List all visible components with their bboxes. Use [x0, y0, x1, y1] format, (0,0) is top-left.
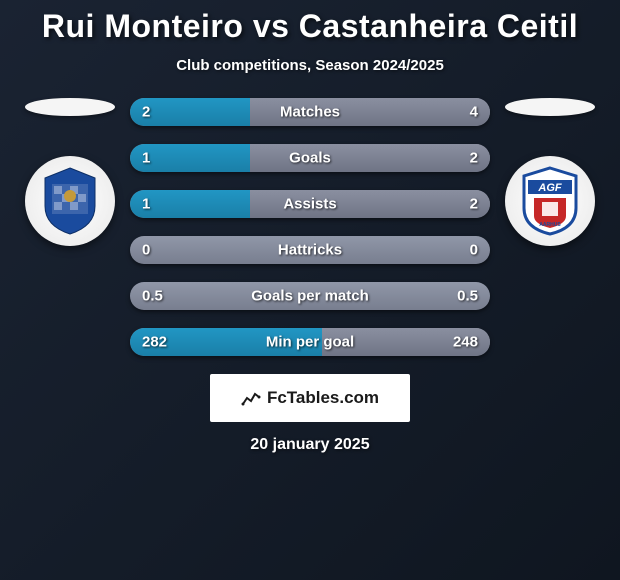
left-team-badge: [25, 156, 115, 246]
agf-crest-icon: AGF AARHUS: [520, 166, 580, 236]
stat-label: Goals per match: [251, 288, 369, 305]
fctables-logo-text: FcTables.com: [267, 388, 379, 408]
svg-text:AARHUS: AARHUS: [539, 222, 561, 228]
fctables-logo: FcTables.com: [210, 374, 410, 422]
comparison-date: 20 january 2025: [250, 436, 369, 454]
stat-value-right: 4: [470, 104, 478, 121]
stat-label: Min per goal: [266, 334, 354, 351]
stat-fill-right: [250, 144, 490, 172]
subtitle: Club competitions, Season 2024/2025: [176, 57, 444, 74]
stat-bar: 1 Assists 2: [130, 190, 490, 218]
stat-value-left: 1: [142, 150, 150, 167]
fctables-chart-icon: [241, 388, 261, 408]
stat-label: Assists: [283, 196, 336, 213]
right-team-column: AGF AARHUS: [500, 98, 600, 246]
stat-bar: 0 Hattricks 0: [130, 236, 490, 264]
stat-value-right: 0.5: [457, 288, 478, 305]
stat-value-right: 248: [453, 334, 478, 351]
stat-label: Hattricks: [278, 242, 342, 259]
stat-value-left: 282: [142, 334, 167, 351]
page-title: Rui Monteiro vs Castanheira Ceitil: [42, 8, 578, 45]
left-team-column: [20, 98, 120, 246]
stat-bar: 282 Min per goal 248: [130, 328, 490, 356]
svg-text:AGF: AGF: [537, 182, 562, 194]
stat-value-left: 1: [142, 196, 150, 213]
stat-bar: 0.5 Goals per match 0.5: [130, 282, 490, 310]
stat-value-left: 0.5: [142, 288, 163, 305]
stat-value-left: 0: [142, 242, 150, 259]
stat-label: Matches: [280, 104, 340, 121]
stat-bar: 1 Goals 2: [130, 144, 490, 172]
comparison-area: 2 Matches 4 1 Goals 2 1 Assists 2 0 Hattricks 0 0.5 G…: [0, 98, 620, 356]
right-team-badge: AGF AARHUS: [505, 156, 595, 246]
stat-value-right: 2: [470, 196, 478, 213]
stat-value-right: 2: [470, 150, 478, 167]
stat-label: Goals: [289, 150, 331, 167]
stats-column: 2 Matches 4 1 Goals 2 1 Assists 2 0 Hattricks 0 0.5 G…: [130, 98, 490, 356]
porto-crest-icon: [40, 166, 100, 236]
left-nameplate: [25, 98, 115, 116]
stat-bar: 2 Matches 4: [130, 98, 490, 126]
right-nameplate: [505, 98, 595, 116]
stat-value-right: 0: [470, 242, 478, 259]
stat-value-left: 2: [142, 104, 150, 121]
